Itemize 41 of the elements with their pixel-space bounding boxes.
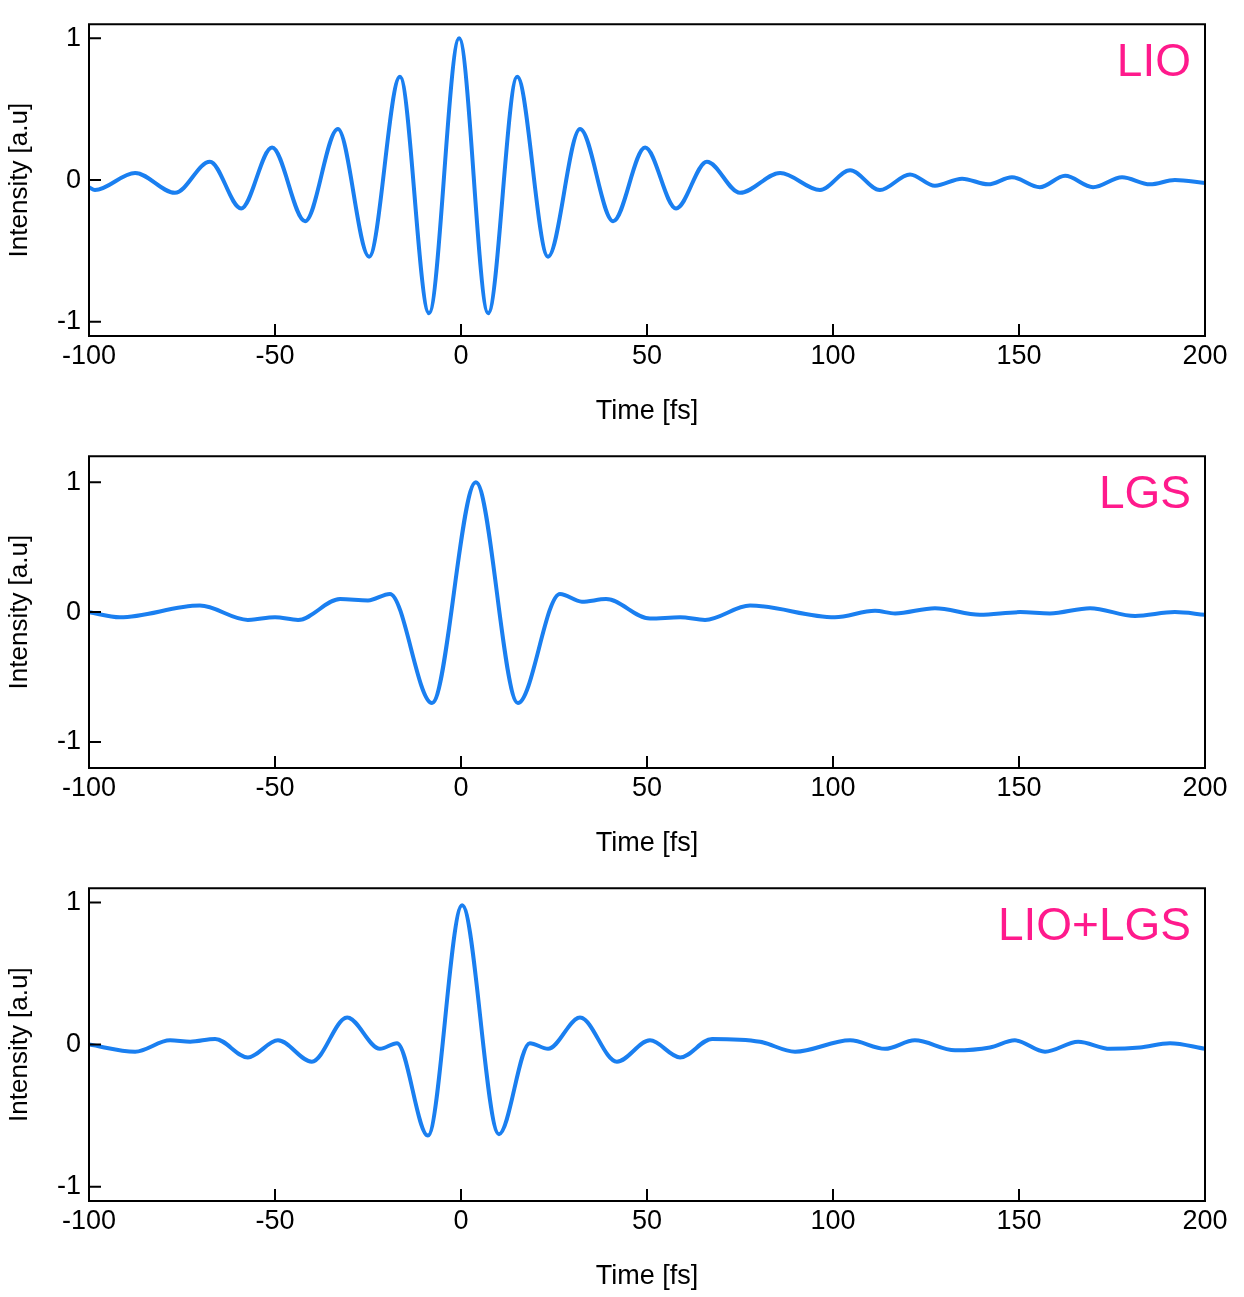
x-tick-label: 200 xyxy=(1182,339,1228,370)
y-tick-label: -1 xyxy=(56,305,81,336)
y-tick-label: 0 xyxy=(65,1028,81,1059)
y-tick-label: -1 xyxy=(56,725,81,756)
annotation: LGS xyxy=(1098,465,1191,518)
y-axis-title: Intensity [a.u] xyxy=(2,534,33,690)
x-axis-title: Time [fs] xyxy=(595,827,699,858)
x-tick-label: 200 xyxy=(1182,1204,1228,1235)
line-series xyxy=(89,903,1205,1138)
x-tick-label: 0 xyxy=(453,1204,469,1235)
x-tick-label: -50 xyxy=(255,771,295,802)
y-tick-label: 1 xyxy=(65,885,81,916)
x-axis-title: Time [fs] xyxy=(595,395,699,426)
y-tick-label: -1 xyxy=(56,1170,81,1201)
y-axis-title: Intensity [a.u] xyxy=(2,102,33,258)
y-axis-title: Intensity [a.u] xyxy=(2,967,33,1122)
x-tick-label: -100 xyxy=(61,339,117,370)
x-tick-label: -100 xyxy=(61,771,117,802)
x-tick-label: 150 xyxy=(996,1204,1042,1235)
x-tick-label: 0 xyxy=(453,339,469,370)
y-tick-label: 0 xyxy=(65,163,81,194)
x-axis-title: Time [fs] xyxy=(595,1260,699,1291)
x-tick-label: 50 xyxy=(631,1204,663,1235)
y-tick-label: 0 xyxy=(65,595,81,626)
y-tick-label: 1 xyxy=(65,21,81,52)
x-tick-label: -50 xyxy=(255,1204,295,1235)
x-tick-label: 200 xyxy=(1182,771,1228,802)
x-tick-label: 100 xyxy=(810,771,856,802)
y-tick-label: 1 xyxy=(65,465,81,496)
annotation: LIO xyxy=(1116,33,1191,86)
annotation: LIO+LGS xyxy=(997,897,1191,950)
x-tick-label: -100 xyxy=(61,1204,117,1235)
x-tick-label: 150 xyxy=(996,339,1042,370)
x-tick-label: 0 xyxy=(453,771,469,802)
x-tick-label: 150 xyxy=(996,771,1042,802)
line-series xyxy=(89,36,1205,316)
x-tick-label: 100 xyxy=(810,1204,856,1235)
x-tick-label: 50 xyxy=(631,771,663,802)
x-tick-label: 50 xyxy=(631,339,663,370)
x-tick-label: -50 xyxy=(255,339,295,370)
x-tick-label: 100 xyxy=(810,339,856,370)
